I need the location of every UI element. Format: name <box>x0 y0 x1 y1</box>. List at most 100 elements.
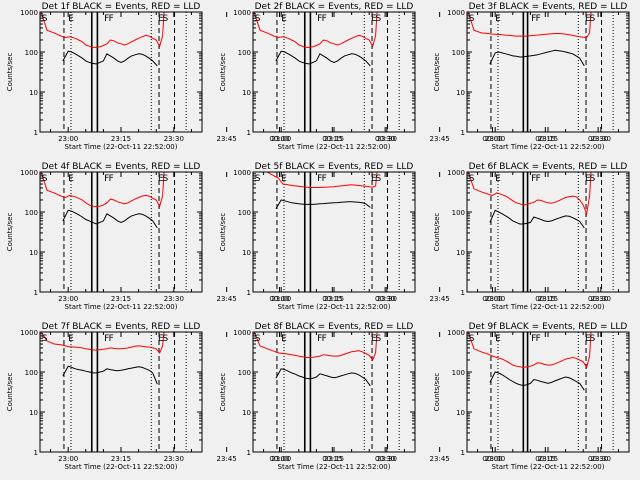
x-tick-label: 23:00 <box>58 135 78 143</box>
x-tick-label: 23:30 <box>164 135 184 143</box>
y-tick-label: 100 <box>452 369 465 377</box>
lld-series-line <box>40 172 165 208</box>
x-tick-label: 23:00 <box>485 295 505 303</box>
lld-series-line <box>40 12 165 48</box>
lld-series-line <box>253 12 378 48</box>
x-tick-label: 00:30 <box>588 455 608 463</box>
x-tick-label: 23:30 <box>164 295 184 303</box>
x-tick-label: 23:30 <box>591 135 611 143</box>
y-axis-label: Counts/sec <box>6 53 14 92</box>
x-tick-label: 23:15 <box>111 295 131 303</box>
x-tick-label: 00:15 <box>322 135 342 143</box>
x-axis-label: Start Time (22-Oct-11 22:52:00) <box>278 303 391 311</box>
event-marker-label: S <box>469 14 475 24</box>
x-axis-label: Start Time (22-Oct-11 22:52:00) <box>65 463 178 471</box>
event-marker-label: E <box>281 174 287 184</box>
x-tick-label: 23:00 <box>485 455 505 463</box>
x-tick-label: 00:30 <box>375 135 395 143</box>
events-series-line <box>489 371 585 391</box>
y-tick-label: 1000 <box>233 9 251 17</box>
x-axis-label: Start Time (22-Oct-11 22:52:00) <box>65 143 178 151</box>
event-marker-label: E <box>495 334 501 344</box>
event-marker-label: E <box>495 174 501 184</box>
y-tick-label: 10 <box>456 89 465 97</box>
events-series-line <box>62 209 158 229</box>
event-marker-label: S <box>469 334 475 344</box>
event-marker-label: E <box>158 14 164 24</box>
events-series-line <box>489 209 585 229</box>
x-tick-label: 23:45 <box>430 295 450 303</box>
x-tick-label: 00:30 <box>375 295 395 303</box>
y-axis-label: Counts/sec <box>6 373 14 412</box>
lld-series-line <box>467 12 592 39</box>
event-marker-label: F <box>531 174 536 184</box>
event-marker-label: E <box>371 14 377 24</box>
y-tick-label: 100 <box>452 49 465 57</box>
y-tick-label: 100 <box>25 209 38 217</box>
event-marker-label: F <box>109 14 114 24</box>
x-tick-label: 23:15 <box>324 295 344 303</box>
y-tick-label: 1 <box>461 129 465 137</box>
event-marker-label: E <box>68 334 74 344</box>
y-axis-label: Counts/sec <box>433 373 441 412</box>
y-tick-label: 100 <box>25 49 38 57</box>
plot-area <box>253 12 400 132</box>
y-tick-label: 1 <box>34 449 38 457</box>
event-marker-label: S <box>376 174 382 184</box>
x-axis-label: Start Time (22-Oct-11 22:52:00) <box>492 463 605 471</box>
lld-series-line <box>467 332 592 369</box>
x-tick-label: 23:15 <box>324 455 344 463</box>
event-marker-label: E <box>281 14 287 24</box>
x-tick-label: 23:30 <box>591 455 611 463</box>
events-series-line <box>62 365 158 385</box>
x-axis-label: Start Time (22-Oct-11 22:52:00) <box>65 303 178 311</box>
event-marker-label: E <box>585 14 591 24</box>
x-axis-label: Start Time (22-Oct-11 22:52:00) <box>492 143 605 151</box>
x-tick-label: 00:00 <box>269 135 289 143</box>
x-tick-label: 00:15 <box>322 295 342 303</box>
x-tick-label: 23:45 <box>217 455 237 463</box>
x-tick-label: 00:00 <box>482 295 502 303</box>
events-series-line <box>275 199 371 210</box>
plot-area <box>467 12 614 132</box>
x-tick-label: 23:45 <box>430 455 450 463</box>
x-tick-label: 23:00 <box>485 135 505 143</box>
event-marker-label: E <box>495 14 501 24</box>
x-tick-label: 00:00 <box>482 455 502 463</box>
event-marker-label: S <box>255 14 261 24</box>
plot-area <box>40 172 187 292</box>
y-tick-label: 1 <box>34 289 38 297</box>
event-marker-label: S <box>376 14 382 24</box>
y-axis-label: Counts/sec <box>433 213 441 252</box>
event-marker-label: E <box>158 174 164 184</box>
y-tick-label: 10 <box>29 89 38 97</box>
y-tick-label: 1 <box>461 449 465 457</box>
event-marker-label: S <box>42 174 48 184</box>
events-series-line <box>275 368 371 387</box>
x-tick-label: 00:15 <box>535 455 555 463</box>
x-axis-label: Start Time (22-Oct-11 22:52:00) <box>278 463 391 471</box>
x-tick-label: 00:30 <box>588 295 608 303</box>
panel-title: Det 9f BLACK = Events, RED = LLD <box>469 322 628 332</box>
y-tick-label: 10 <box>242 249 251 257</box>
y-tick-label: 1000 <box>447 169 465 177</box>
event-marker-label: F <box>317 174 322 184</box>
y-tick-label: 1 <box>247 129 251 137</box>
event-marker-label: S <box>163 174 169 184</box>
event-marker-label: F <box>322 14 327 24</box>
event-marker-label: F <box>109 174 114 184</box>
x-tick-label: 23:00 <box>58 295 78 303</box>
panel-title: Det 6f BLACK = Events, RED = LLD <box>469 162 628 172</box>
x-tick-label: 23:15 <box>111 135 131 143</box>
event-marker-label: F <box>317 334 322 344</box>
x-tick-label: 23:15 <box>538 135 558 143</box>
event-marker-label: S <box>590 334 596 344</box>
lld-series-line <box>40 332 165 354</box>
x-tick-label: 23:30 <box>377 455 397 463</box>
y-axis-label: Counts/sec <box>6 213 14 252</box>
